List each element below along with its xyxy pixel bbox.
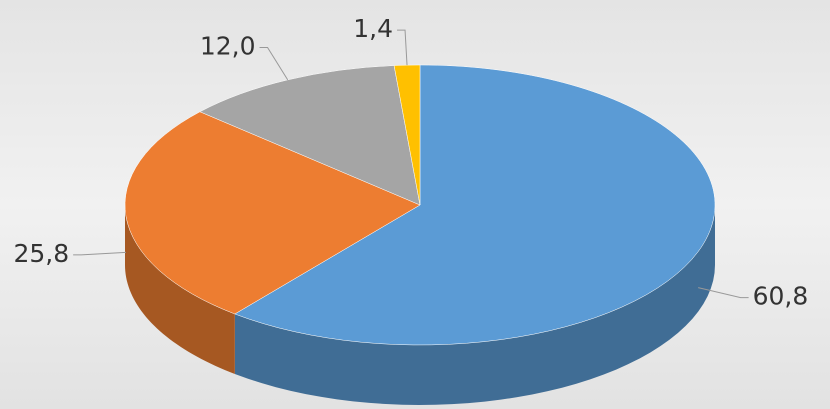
leader-line xyxy=(397,29,408,66)
data-label: 12,0 xyxy=(200,32,256,61)
slice xyxy=(124,111,421,315)
data-label: 25,8 xyxy=(13,239,69,268)
slice xyxy=(234,64,716,346)
slice xyxy=(393,64,421,206)
leader-line xyxy=(698,287,749,299)
slice-side xyxy=(234,205,715,405)
leader-line xyxy=(259,47,289,81)
data-label: 60,8 xyxy=(753,282,809,311)
slice-side xyxy=(125,205,235,374)
data-label: 1,4 xyxy=(353,14,393,43)
leader-line xyxy=(73,251,127,256)
